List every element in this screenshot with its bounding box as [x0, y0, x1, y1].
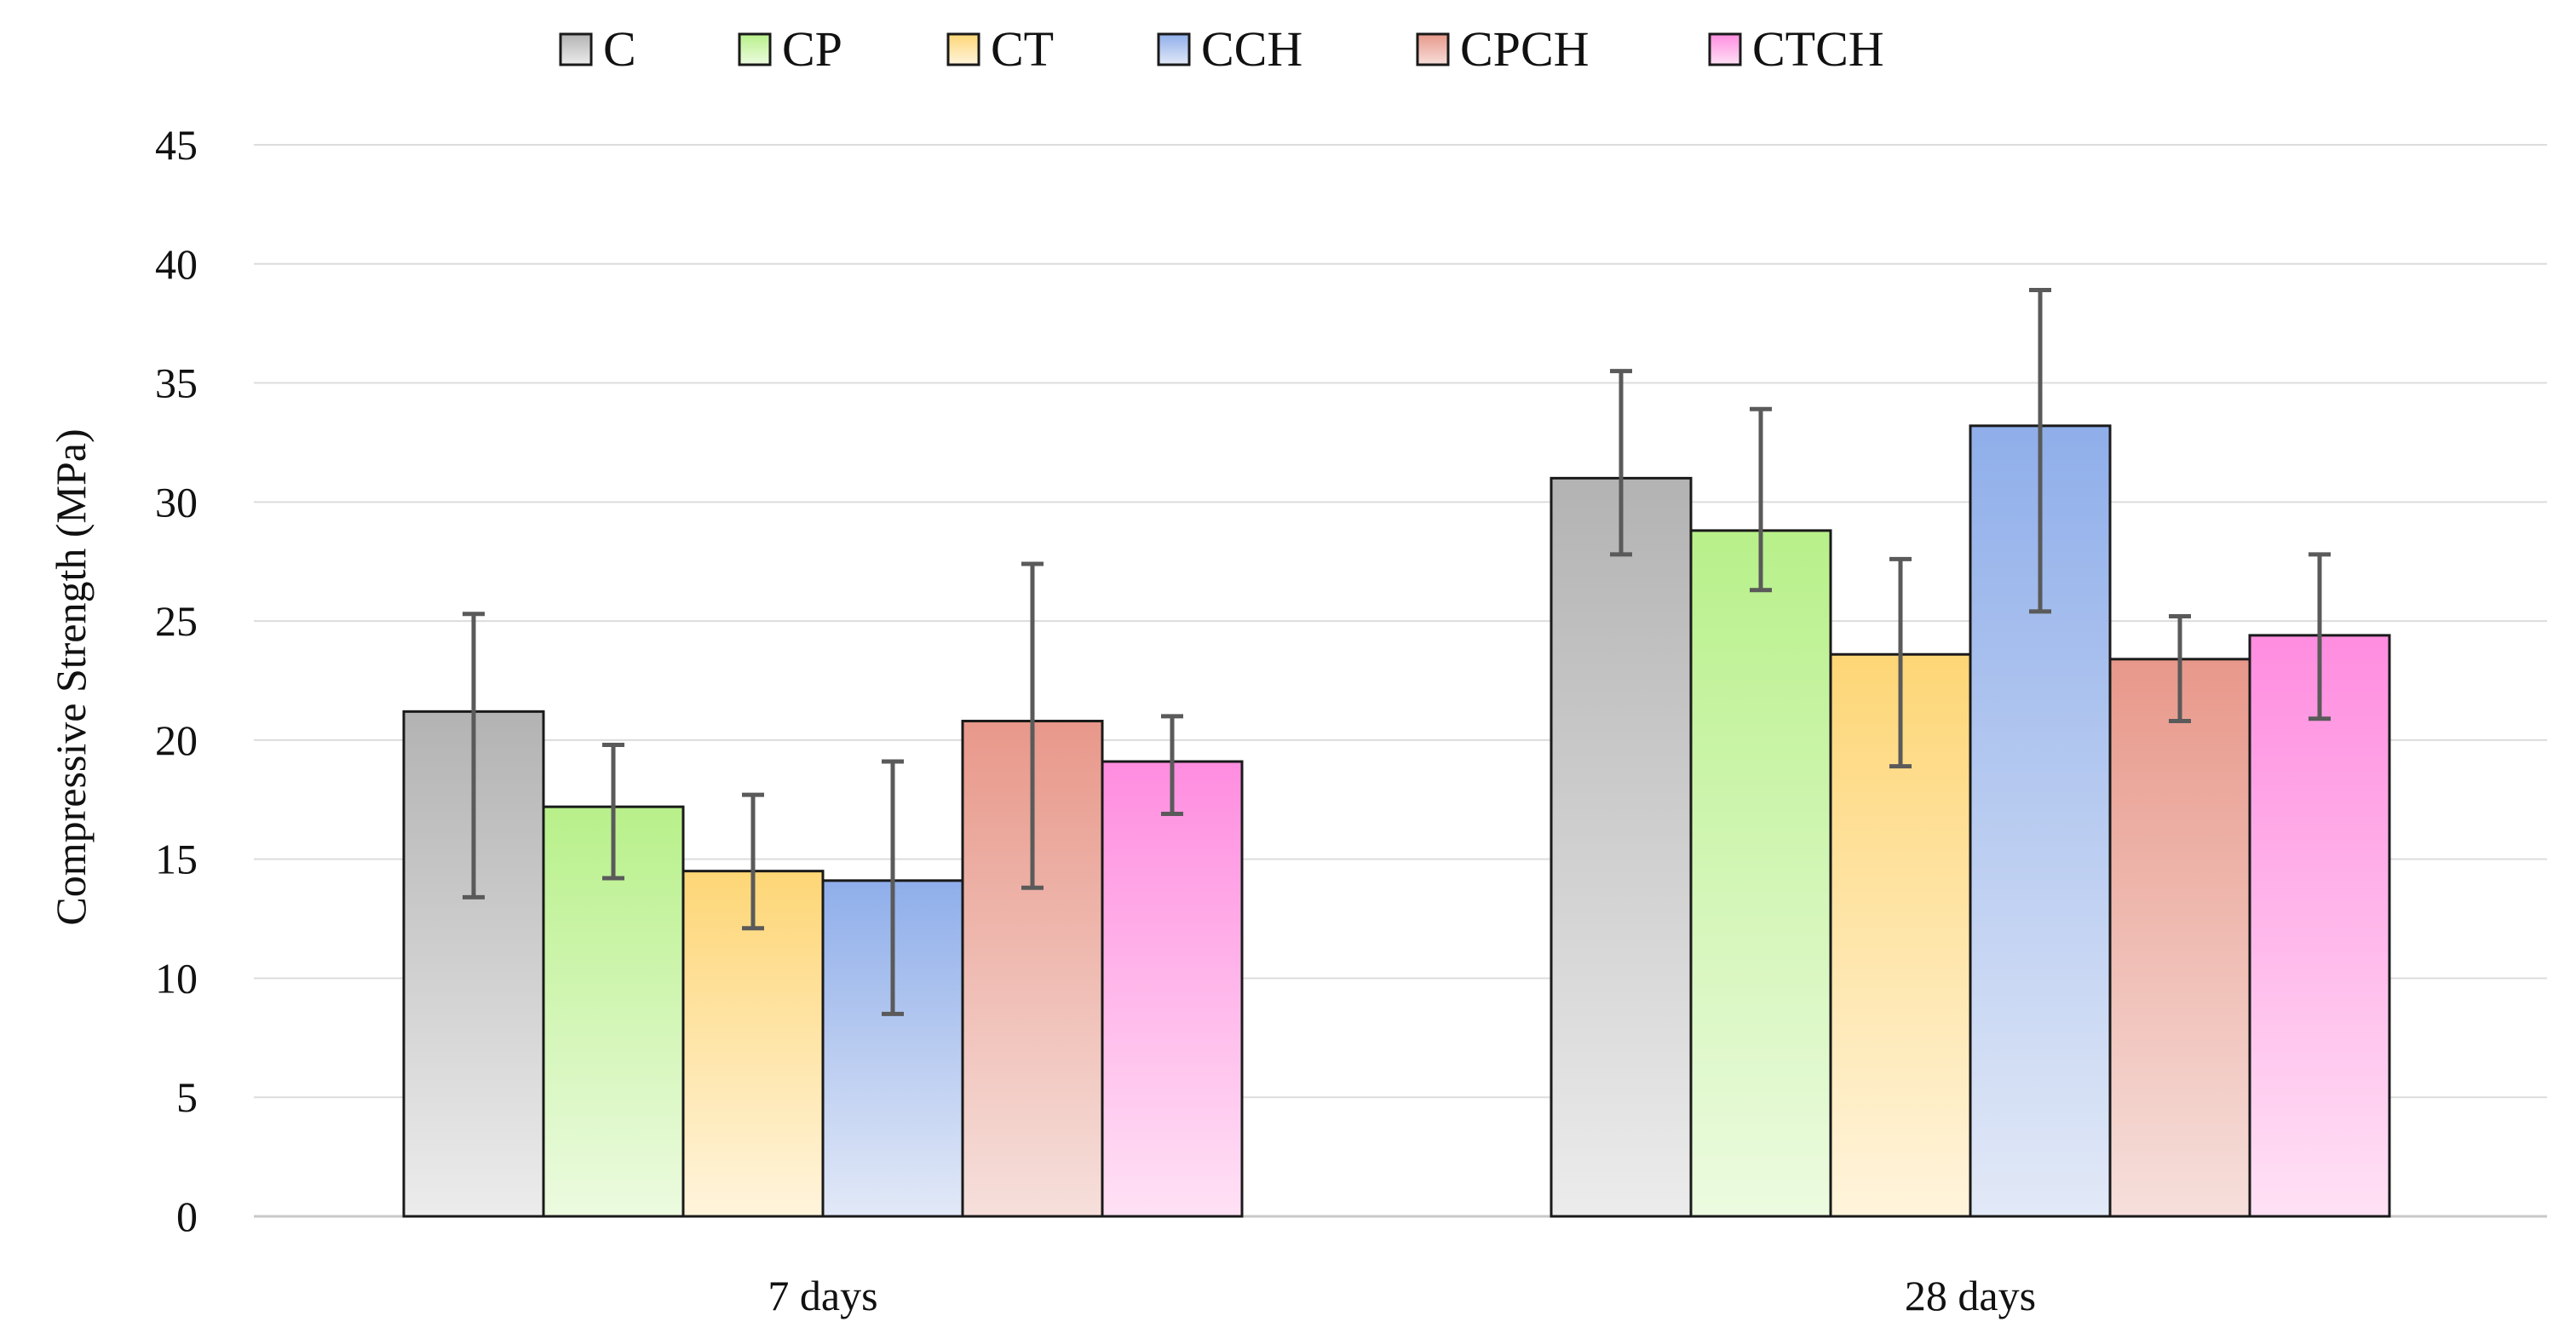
y-tick-label-0: 0: [176, 1192, 198, 1240]
legend-item-cp: CP: [738, 21, 842, 77]
error-bar-cpch-28-days: [2169, 614, 2191, 724]
y-tick-label-25: 25: [155, 597, 198, 645]
legend-label-cp: CP: [782, 21, 842, 77]
bar-cp-7-days: [542, 805, 685, 1218]
error-bar-cp-7-days: [602, 742, 624, 881]
legend-item-cch: CCH: [1157, 21, 1302, 77]
legend-swatch-c: [559, 32, 593, 66]
legend-item-c: C: [559, 21, 636, 77]
legend-label-c: C: [603, 21, 636, 77]
x-tick-label-28-days: 28 days: [1905, 1272, 2036, 1319]
legend-swatch-cpch: [1416, 32, 1450, 66]
y-tick-label-10: 10: [155, 954, 198, 1002]
y-tick-label-5: 5: [176, 1073, 198, 1121]
error-bar-ctch-28-days: [2309, 552, 2331, 721]
legend-item-ctch: CTCH: [1708, 21, 1884, 77]
y-tick-label-35: 35: [155, 359, 198, 407]
y-tick-label-40: 40: [155, 240, 198, 288]
y-axis-label: Compressive Strength (MPa): [47, 428, 95, 925]
legend-swatch-ct: [946, 32, 980, 66]
legend-item-cpch: CPCH: [1416, 21, 1590, 77]
bar-ctch-28-days: [2248, 634, 2391, 1218]
y-tick-label-15: 15: [155, 836, 198, 883]
x-tick-label-7-days: 7 days: [768, 1272, 877, 1319]
error-bar-ct-28-days: [1889, 556, 1912, 769]
legend-label-ctch: CTCH: [1752, 21, 1884, 77]
legend-label-cch: CCH: [1201, 21, 1302, 77]
x-axis-ticks: 7 days 28 days: [768, 1272, 2036, 1319]
legend-swatch-ctch: [1708, 32, 1742, 66]
error-bars: [463, 288, 2331, 1016]
error-bar-cch-28-days: [2029, 288, 2051, 614]
error-bar-c-7-days: [463, 612, 485, 899]
legend: C CP CT CCH CPCH CTCH: [559, 21, 1884, 77]
y-tick-label-20: 20: [155, 716, 198, 764]
legend-swatch-cp: [738, 32, 772, 66]
y-axis-ticks: 0 5 10 15 20 25 30 35 40 45: [155, 121, 198, 1240]
error-bar-cpch-7-days: [1021, 561, 1044, 890]
error-bar-cch-7-days: [882, 759, 904, 1016]
y-tick-label-30: 30: [155, 478, 198, 526]
error-bar-ctch-7-days: [1161, 714, 1183, 817]
legend-swatch-cch: [1157, 32, 1191, 66]
error-bar-ct-7-days: [742, 792, 764, 931]
legend-label-cpch: CPCH: [1460, 21, 1590, 77]
error-bar-c-28-days: [1610, 369, 1632, 557]
bar-ctch-7-days: [1101, 760, 1244, 1218]
y-tick-label-45: 45: [155, 121, 198, 169]
bar-cpch-28-days: [2108, 658, 2251, 1218]
bar-cp-28-days: [1689, 529, 1832, 1218]
legend-item-ct: CT: [946, 21, 1054, 77]
legend-label-ct: CT: [991, 21, 1054, 77]
error-bar-cp-28-days: [1750, 406, 1772, 593]
bar-c-28-days: [1550, 476, 1693, 1218]
